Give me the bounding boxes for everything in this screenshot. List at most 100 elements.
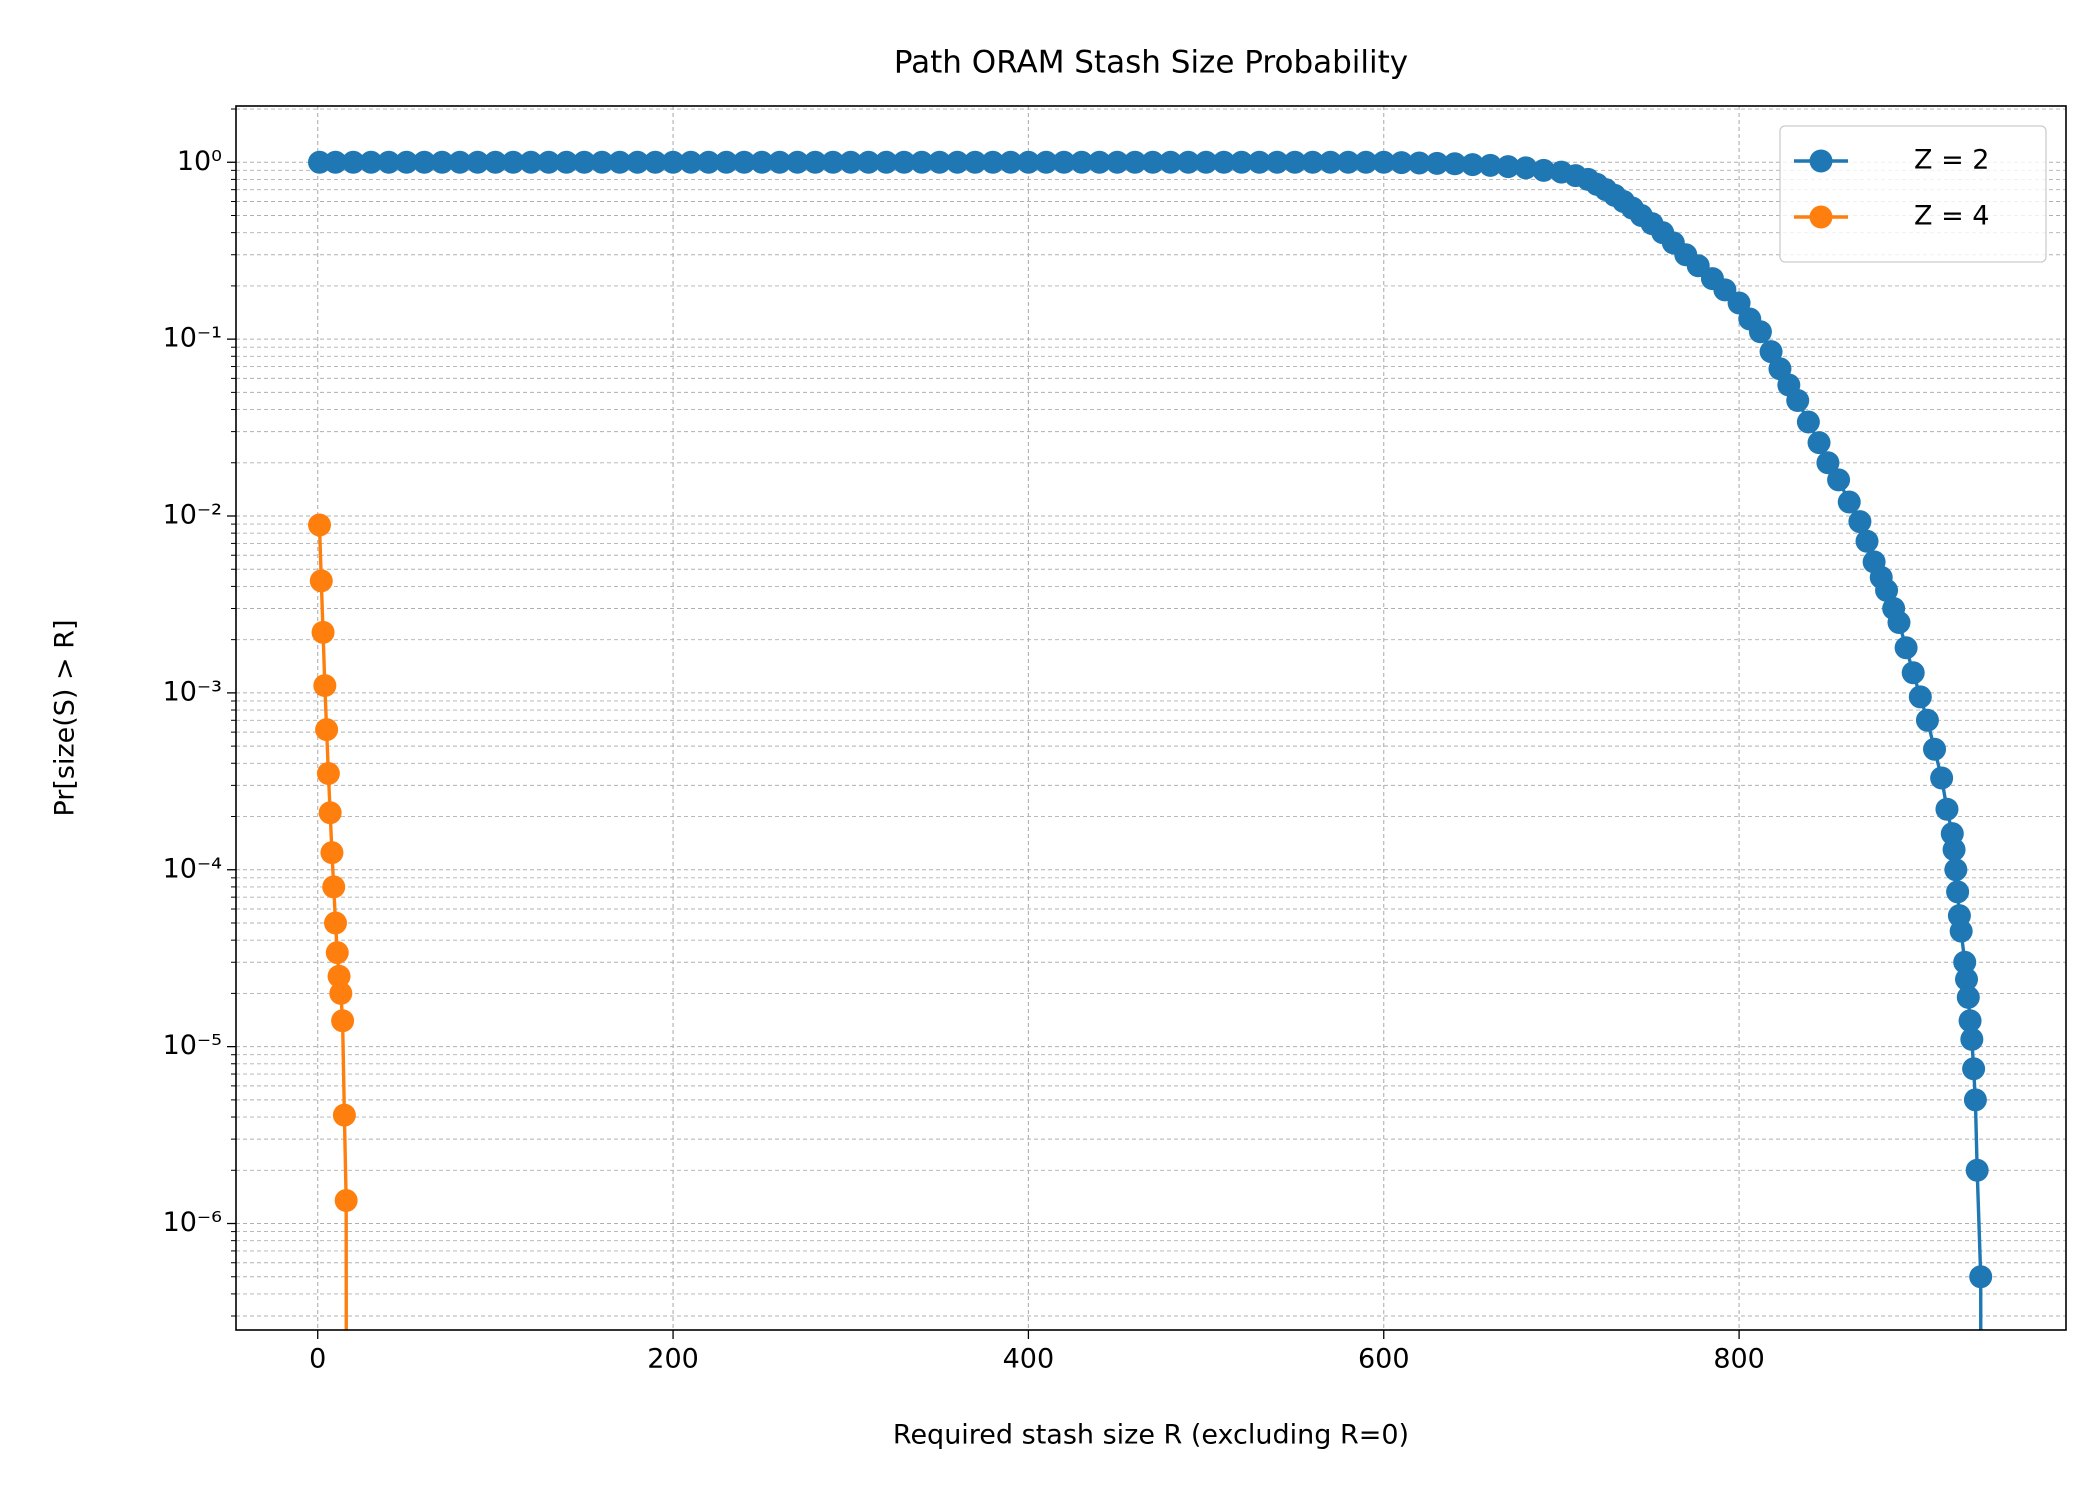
data-point: [1123, 150, 1147, 174]
data-point: [981, 150, 1005, 174]
data-point: [1969, 1265, 1993, 1289]
data-point: [1532, 158, 1556, 182]
legend: Z = 2 Z = 4: [1779, 125, 2047, 263]
data-point: [626, 150, 650, 174]
data-point: [661, 150, 685, 174]
data-point: [1915, 708, 1939, 732]
y-tick-label: 10⁰: [177, 146, 222, 177]
data-point: [910, 150, 934, 174]
y-axis-label: Pr[size(S) > R]: [50, 619, 81, 816]
data-point: [999, 150, 1023, 174]
data-point: [1070, 150, 1094, 174]
y-tick-label: 10⁻⁶: [163, 1207, 222, 1238]
data-point: [1807, 431, 1831, 455]
data-point: [1461, 153, 1485, 177]
data-point: [1944, 858, 1968, 882]
data-point: [945, 150, 969, 174]
data-point: [1942, 838, 1966, 862]
data-point: [1176, 150, 1200, 174]
data-point: [857, 150, 881, 174]
data-point: [315, 718, 339, 742]
y-tick-label: 10⁻²: [163, 500, 222, 531]
data-point: [1087, 150, 1111, 174]
data-point: [697, 150, 721, 174]
data-point: [1247, 150, 1271, 174]
data-point: [1283, 150, 1307, 174]
data-point: [1816, 451, 1840, 475]
data-point: [501, 150, 525, 174]
data-point: [928, 150, 952, 174]
data-point: [732, 150, 756, 174]
data-point: [803, 150, 827, 174]
data-point: [327, 964, 351, 988]
data-point: [874, 150, 898, 174]
data-point: [714, 150, 738, 174]
data-point: [1827, 468, 1851, 492]
data-point: [1354, 150, 1378, 174]
data-point: [1372, 150, 1396, 174]
data-point: [1935, 797, 1959, 821]
data-point: [1194, 150, 1218, 174]
chart-title: Path ORAM Stash Size Probability: [894, 45, 1408, 81]
data-point: [1855, 529, 1879, 553]
axes-frame: [235, 105, 2067, 1331]
data-point: [1908, 685, 1932, 709]
data-point: [1105, 150, 1129, 174]
axes: 0 200 400 600 800 10⁻⁶ 10⁻⁵ 10⁻⁴ 10⁻³ 10⁻² 10⁻¹ 10⁰: [163, 108, 1765, 1375]
data-point: [334, 1188, 358, 1212]
data-point: [1425, 151, 1449, 175]
data-point: [1894, 636, 1918, 660]
data-point: [1159, 150, 1183, 174]
data-point: [1923, 737, 1947, 761]
legend-box: [1779, 125, 2047, 263]
data-point: [1390, 151, 1414, 175]
data-point: [1848, 510, 1872, 534]
data-point: [323, 150, 347, 174]
data-point: [963, 150, 987, 174]
data-point: [316, 762, 340, 786]
legend-label: Z = 2: [1914, 145, 1989, 176]
data-point: [572, 150, 596, 174]
data-point: [519, 150, 543, 174]
data-point: [1955, 967, 1979, 991]
data-point: [1956, 985, 1980, 1009]
data-point: [750, 150, 774, 174]
data-point: [1965, 1158, 1989, 1182]
data-point: [1478, 153, 1502, 177]
data-point: [430, 150, 454, 174]
data-point: [590, 150, 614, 174]
data-point: [643, 150, 667, 174]
data-point: [1759, 340, 1783, 364]
data-point: [1837, 490, 1861, 514]
data-point: [1953, 950, 1977, 974]
x-tick-label: 0: [309, 1344, 326, 1375]
data-point: [1963, 1088, 1987, 1112]
data-point: [1318, 150, 1342, 174]
data-point: [1407, 151, 1431, 175]
x-tick-label: 800: [1713, 1344, 1765, 1375]
data-point: [1336, 150, 1360, 174]
legend-label: Z = 4: [1914, 201, 1989, 232]
data-point: [1901, 661, 1925, 685]
data-point: [308, 513, 332, 537]
data-point: [821, 150, 845, 174]
data-point: [1052, 150, 1076, 174]
data-point: [311, 620, 335, 644]
data-point: [554, 150, 578, 174]
data-point: [341, 150, 365, 174]
x-tick-label: 200: [647, 1344, 699, 1375]
data-point: [1962, 1057, 1986, 1081]
data-point: [313, 674, 337, 698]
data-point: [308, 150, 332, 174]
data-point: [839, 150, 863, 174]
data-point: [1796, 410, 1820, 434]
data-point: [1949, 919, 1973, 943]
data-point: [1930, 766, 1954, 790]
data-point: [1946, 880, 1970, 904]
data-point: [1034, 150, 1058, 174]
data-point: [679, 150, 703, 174]
data-point: [323, 911, 347, 935]
data-point: [608, 150, 632, 174]
